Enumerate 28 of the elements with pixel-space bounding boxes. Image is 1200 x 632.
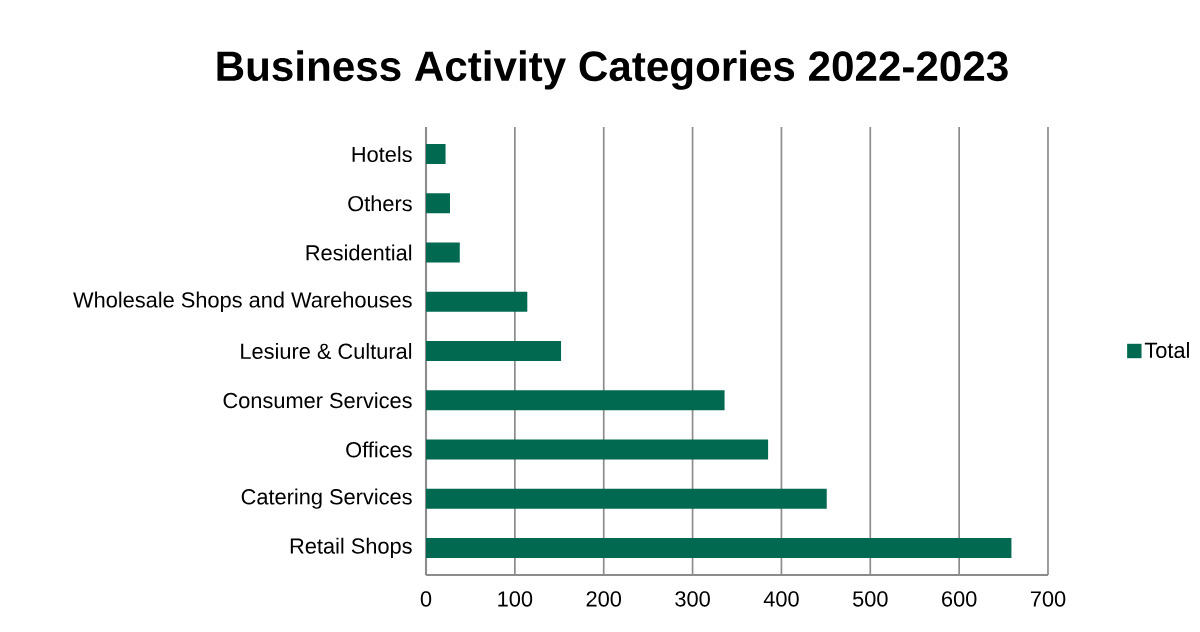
bar bbox=[426, 390, 725, 411]
bar bbox=[426, 488, 827, 509]
bar bbox=[426, 291, 528, 312]
bar bbox=[426, 242, 460, 263]
x-tick-label: 500 bbox=[852, 591, 888, 607]
y-tick-label: Catering Services bbox=[241, 488, 412, 509]
y-tick-label: Residential bbox=[306, 244, 412, 261]
chart-title: Business Activity Categories 2022-2023 bbox=[217, 50, 1008, 90]
y-tick-label: Others bbox=[348, 195, 412, 212]
y-tick-label: Consumer Services bbox=[223, 392, 412, 409]
x-tick-label: 100 bbox=[498, 591, 533, 607]
x-tick-label: 600 bbox=[942, 591, 977, 607]
bar bbox=[426, 439, 769, 460]
y-tick-label: Retail Shops bbox=[290, 537, 412, 559]
x-tick-label: 300 bbox=[675, 591, 710, 607]
x-tick-label: 0 bbox=[420, 591, 432, 607]
bar bbox=[426, 341, 562, 361]
y-tick-label: Hotels bbox=[352, 146, 412, 163]
y-tick-label: Offices bbox=[346, 441, 412, 458]
legend-label: Total bbox=[1144, 342, 1189, 359]
bar bbox=[426, 537, 1012, 558]
y-tick-label: Wholesale Shops and Warehouses bbox=[73, 291, 412, 312]
bar bbox=[426, 193, 450, 214]
x-tick-label: 200 bbox=[586, 591, 622, 607]
x-tick-label: 400 bbox=[763, 591, 799, 607]
x-tick-label: 700 bbox=[1030, 591, 1066, 607]
y-tick-label: Lesiure & Cultural bbox=[241, 343, 412, 360]
bar bbox=[426, 144, 446, 165]
